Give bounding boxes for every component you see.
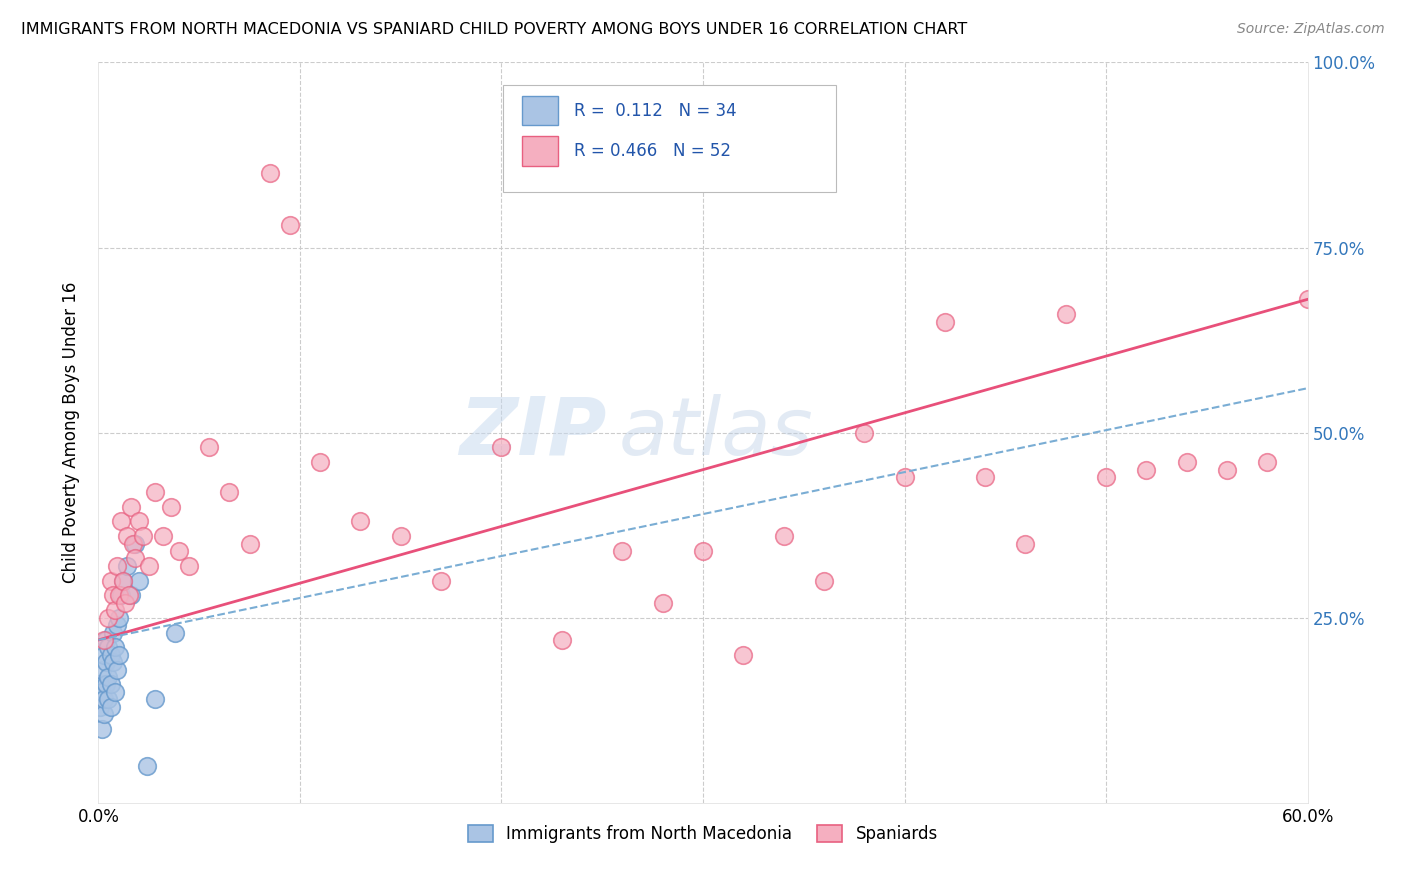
Point bbox=[107, 610, 129, 624]
Point bbox=[121, 536, 143, 550]
Point bbox=[97, 692, 120, 706]
Point bbox=[138, 558, 160, 573]
Point bbox=[101, 625, 124, 640]
Point bbox=[101, 589, 124, 603]
Point bbox=[309, 455, 332, 469]
Point bbox=[115, 558, 138, 573]
Point bbox=[114, 596, 136, 610]
Point bbox=[91, 663, 114, 677]
Point bbox=[218, 484, 240, 499]
Point bbox=[100, 574, 122, 588]
Point bbox=[100, 648, 122, 662]
Point bbox=[110, 589, 132, 603]
Point bbox=[551, 632, 574, 647]
Point bbox=[813, 574, 835, 588]
Point bbox=[105, 663, 128, 677]
Y-axis label: Child Poverty Among Boys Under 16: Child Poverty Among Boys Under 16 bbox=[62, 282, 80, 583]
Point bbox=[111, 574, 134, 588]
Point bbox=[91, 722, 114, 736]
Point bbox=[124, 536, 146, 550]
Point bbox=[389, 529, 412, 543]
Point bbox=[100, 699, 122, 714]
Point bbox=[107, 589, 129, 603]
Point bbox=[115, 529, 138, 543]
Point bbox=[612, 544, 634, 558]
Point bbox=[239, 536, 262, 550]
Text: Source: ZipAtlas.com: Source: ZipAtlas.com bbox=[1237, 22, 1385, 37]
Point bbox=[1216, 462, 1239, 476]
Point bbox=[491, 441, 513, 455]
Point bbox=[1054, 307, 1077, 321]
Point bbox=[349, 515, 371, 529]
Point bbox=[733, 648, 755, 662]
Point bbox=[93, 648, 115, 662]
Point bbox=[93, 706, 115, 721]
Point bbox=[93, 692, 115, 706]
Point bbox=[97, 640, 120, 655]
Point bbox=[120, 500, 142, 514]
Point bbox=[100, 677, 122, 691]
Text: ZIP: ZIP bbox=[458, 393, 606, 472]
Point bbox=[651, 596, 673, 610]
Point bbox=[103, 640, 125, 655]
Point bbox=[105, 558, 128, 573]
Point bbox=[111, 574, 134, 588]
Point bbox=[198, 441, 221, 455]
Point bbox=[152, 529, 174, 543]
Point bbox=[143, 692, 166, 706]
Point bbox=[101, 655, 124, 669]
Point bbox=[128, 574, 150, 588]
FancyBboxPatch shape bbox=[503, 85, 837, 192]
Point bbox=[103, 603, 125, 617]
Point bbox=[107, 648, 129, 662]
Point bbox=[105, 618, 128, 632]
Point bbox=[120, 589, 142, 603]
Point bbox=[893, 470, 915, 484]
Point bbox=[179, 558, 201, 573]
Point bbox=[692, 544, 714, 558]
Bar bbox=[522, 95, 558, 126]
Point bbox=[1135, 462, 1157, 476]
Text: IMMIGRANTS FROM NORTH MACEDONIA VS SPANIARD CHILD POVERTY AMONG BOYS UNDER 16 CO: IMMIGRANTS FROM NORTH MACEDONIA VS SPANI… bbox=[21, 22, 967, 37]
Point bbox=[110, 515, 132, 529]
Point bbox=[160, 500, 183, 514]
Point bbox=[1296, 293, 1319, 307]
Text: atlas: atlas bbox=[619, 393, 813, 472]
Point bbox=[135, 758, 157, 772]
Point bbox=[1014, 536, 1036, 550]
Point bbox=[853, 425, 876, 440]
Point bbox=[163, 625, 186, 640]
Point bbox=[132, 529, 155, 543]
Point bbox=[934, 314, 956, 328]
Point bbox=[96, 655, 118, 669]
Point bbox=[124, 551, 146, 566]
Point bbox=[118, 589, 141, 603]
Point bbox=[103, 685, 125, 699]
Point bbox=[96, 677, 118, 691]
Legend: Immigrants from North Macedonia, Spaniards: Immigrants from North Macedonia, Spaniar… bbox=[461, 819, 945, 850]
Point bbox=[167, 544, 190, 558]
Point bbox=[430, 574, 453, 588]
Point bbox=[89, 699, 111, 714]
Point bbox=[1175, 455, 1198, 469]
Point bbox=[1256, 455, 1278, 469]
Point bbox=[974, 470, 997, 484]
Point bbox=[259, 166, 281, 180]
Point bbox=[93, 632, 115, 647]
Point bbox=[97, 670, 120, 684]
Point bbox=[143, 484, 166, 499]
Point bbox=[1095, 470, 1118, 484]
Text: R = 0.466   N = 52: R = 0.466 N = 52 bbox=[574, 143, 731, 161]
Point bbox=[772, 529, 794, 543]
Point bbox=[128, 515, 150, 529]
Text: R =  0.112   N = 34: R = 0.112 N = 34 bbox=[574, 102, 737, 120]
Point bbox=[89, 677, 111, 691]
Point bbox=[97, 610, 120, 624]
Point bbox=[91, 685, 114, 699]
Point bbox=[278, 219, 301, 233]
Point bbox=[96, 632, 118, 647]
Bar bbox=[522, 136, 558, 166]
